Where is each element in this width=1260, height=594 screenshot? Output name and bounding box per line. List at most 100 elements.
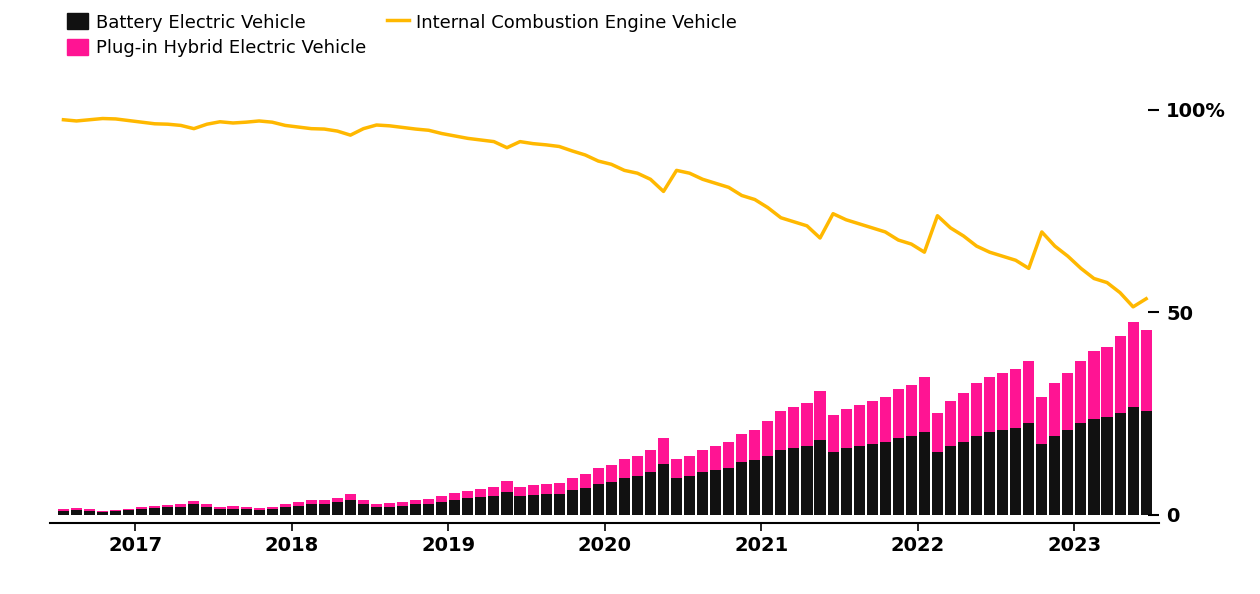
- Legend: Battery Electric Vehicle, Plug-in Hybrid Electric Vehicle, Internal Combustion E: Battery Electric Vehicle, Plug-in Hybrid…: [59, 6, 745, 64]
- Bar: [253, 508, 265, 510]
- Bar: [658, 438, 669, 464]
- Bar: [71, 508, 82, 510]
- Bar: [840, 448, 852, 514]
- Bar: [684, 476, 696, 514]
- Bar: [592, 468, 604, 484]
- Bar: [814, 440, 825, 514]
- Bar: [202, 504, 213, 507]
- Bar: [267, 507, 277, 509]
- Bar: [163, 507, 174, 514]
- Bar: [423, 504, 435, 514]
- Bar: [789, 407, 800, 448]
- Bar: [553, 494, 564, 514]
- Bar: [606, 465, 617, 482]
- Bar: [71, 510, 82, 514]
- Bar: [853, 405, 864, 446]
- Bar: [358, 504, 369, 514]
- Bar: [450, 500, 460, 514]
- Bar: [188, 504, 199, 514]
- Bar: [658, 464, 669, 514]
- Bar: [1036, 397, 1047, 444]
- Bar: [149, 508, 160, 514]
- Bar: [984, 377, 995, 432]
- Bar: [370, 507, 382, 514]
- Bar: [1011, 428, 1022, 514]
- Bar: [984, 432, 995, 514]
- Bar: [736, 434, 747, 462]
- Bar: [1128, 407, 1139, 514]
- Bar: [619, 459, 630, 478]
- Bar: [1101, 418, 1113, 514]
- Bar: [228, 508, 238, 514]
- Bar: [1023, 361, 1034, 424]
- Bar: [489, 488, 499, 497]
- Bar: [214, 507, 226, 510]
- Bar: [436, 495, 447, 502]
- Bar: [893, 389, 903, 438]
- Bar: [306, 500, 316, 504]
- Bar: [684, 456, 696, 476]
- Bar: [110, 510, 121, 511]
- Bar: [163, 505, 174, 507]
- Bar: [228, 506, 238, 508]
- Bar: [697, 450, 708, 472]
- Bar: [736, 462, 747, 514]
- Bar: [1011, 369, 1022, 428]
- Bar: [1023, 424, 1034, 514]
- Bar: [450, 493, 460, 500]
- Bar: [370, 504, 382, 507]
- Bar: [828, 415, 839, 452]
- Bar: [397, 502, 408, 505]
- Bar: [853, 446, 864, 514]
- Bar: [1115, 336, 1125, 413]
- Bar: [893, 438, 903, 514]
- Bar: [1050, 383, 1061, 435]
- Bar: [567, 478, 578, 490]
- Bar: [110, 511, 121, 514]
- Bar: [292, 505, 304, 514]
- Bar: [149, 505, 160, 508]
- Bar: [879, 397, 891, 442]
- Bar: [711, 446, 721, 470]
- Bar: [280, 507, 291, 514]
- Bar: [384, 507, 396, 514]
- Bar: [672, 459, 682, 478]
- Bar: [123, 508, 135, 510]
- Bar: [423, 499, 435, 504]
- Bar: [553, 482, 564, 494]
- Bar: [1115, 413, 1125, 514]
- Bar: [971, 383, 982, 435]
- Bar: [762, 456, 774, 514]
- Bar: [306, 504, 316, 514]
- Bar: [879, 442, 891, 514]
- Bar: [345, 494, 357, 500]
- Bar: [436, 502, 447, 514]
- Bar: [631, 476, 643, 514]
- Bar: [580, 474, 591, 488]
- Bar: [711, 470, 721, 514]
- Bar: [958, 393, 969, 442]
- Bar: [501, 481, 513, 492]
- Bar: [214, 510, 226, 514]
- Bar: [762, 422, 774, 456]
- Bar: [241, 509, 252, 514]
- Bar: [932, 452, 942, 514]
- Bar: [1128, 322, 1139, 407]
- Bar: [97, 511, 108, 512]
- Bar: [397, 505, 408, 514]
- Bar: [123, 510, 135, 514]
- Bar: [188, 501, 199, 504]
- Bar: [631, 456, 643, 476]
- Bar: [932, 413, 942, 452]
- Bar: [528, 495, 538, 514]
- Bar: [723, 468, 735, 514]
- Bar: [645, 450, 656, 472]
- Bar: [906, 385, 917, 435]
- Bar: [541, 494, 552, 514]
- Bar: [489, 497, 499, 514]
- Bar: [84, 510, 94, 511]
- Bar: [580, 488, 591, 514]
- Bar: [1062, 429, 1074, 514]
- Bar: [997, 429, 1008, 514]
- Bar: [789, 448, 800, 514]
